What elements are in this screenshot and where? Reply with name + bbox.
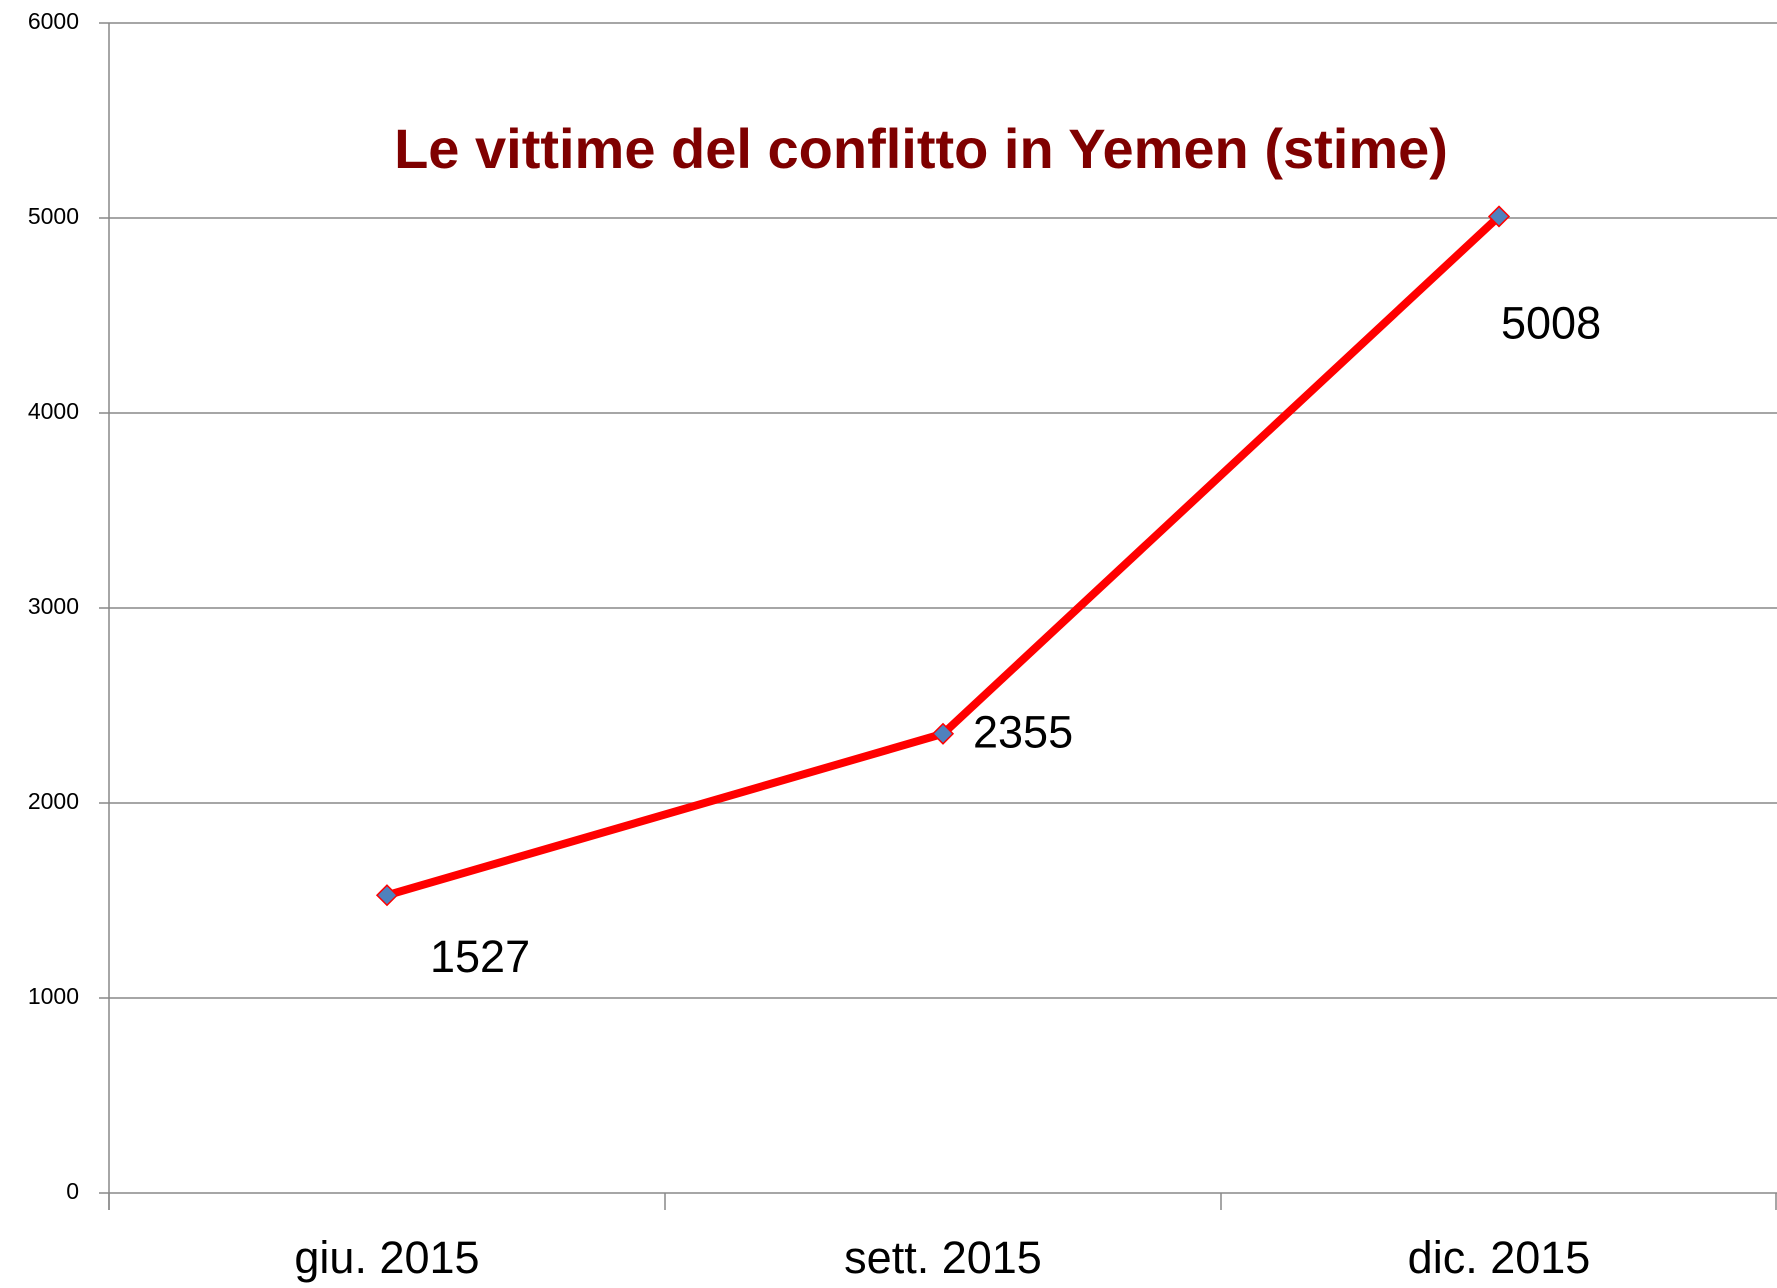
y-tick-label: 4000 xyxy=(28,398,79,424)
y-tick-label: 2000 xyxy=(28,788,79,814)
y-tick-label: 0 xyxy=(66,1178,79,1204)
y-tick-label: 6000 xyxy=(28,8,79,34)
x-tick-label: sett. 2015 xyxy=(844,1232,1042,1283)
line xyxy=(385,213,1502,900)
y-tick-label: 5000 xyxy=(28,203,79,229)
y-tick-label: 1000 xyxy=(28,983,79,1009)
marker xyxy=(1487,205,1511,228)
data-label: 1527 xyxy=(430,931,530,982)
x-tick-label: giu. 2015 xyxy=(294,1232,479,1283)
y-tick-label: 3000 xyxy=(28,593,79,619)
marker xyxy=(375,884,399,907)
marker xyxy=(931,722,955,745)
data-label: 2355 xyxy=(973,707,1073,758)
data-label: 5008 xyxy=(1501,297,1601,348)
chart-title: Le vittime del conflitto in Yemen (stime… xyxy=(394,117,1448,180)
x-tick-label: dic. 2015 xyxy=(1408,1232,1591,1283)
